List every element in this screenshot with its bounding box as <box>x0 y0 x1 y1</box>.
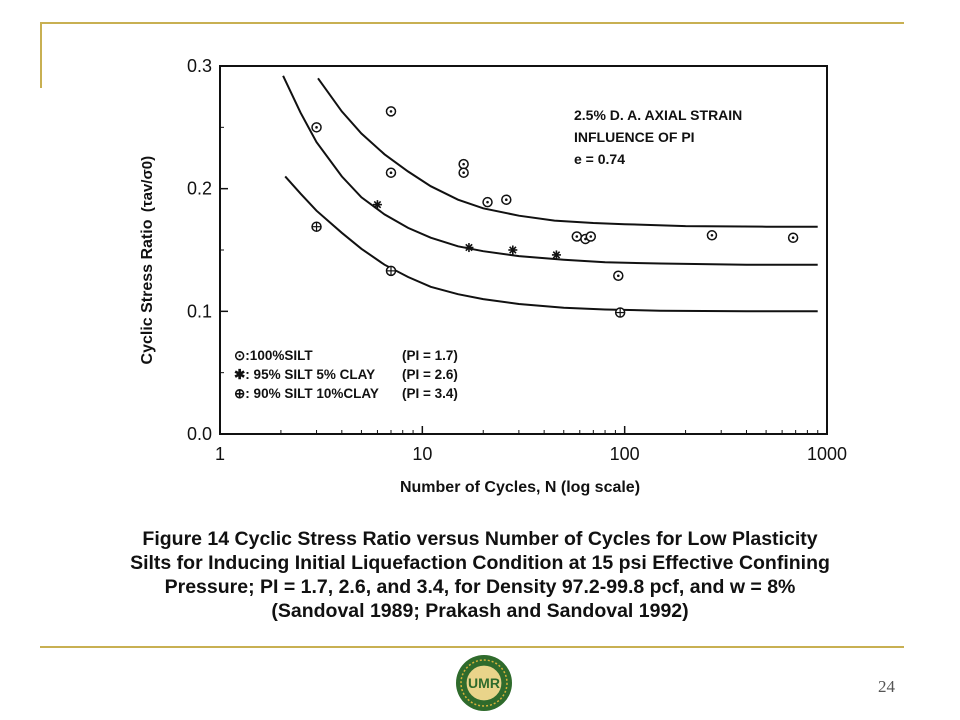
figure-caption: Figure 14 Cyclic Stress Ratio versus Num… <box>40 527 920 623</box>
data-point-s3-2 <box>385 265 397 277</box>
data-point-s2-3 <box>508 245 518 255</box>
page-number: 24 <box>878 677 895 696</box>
data-point-s2-4 <box>551 250 561 260</box>
data-point-s1-5 <box>458 167 469 178</box>
annotation-line-3: e = 0.74 <box>574 151 625 167</box>
y-tick-label: 0.3 <box>187 56 212 76</box>
y-axis-label-group: Cyclic Stress Ratio (τav/σ0) <box>139 156 156 365</box>
data-point-s1-10 <box>585 231 597 242</box>
data-point-s1-8 <box>571 231 583 242</box>
data-point-s1-1 <box>311 122 322 133</box>
chart-annotation: 2.5% D. A. AXIAL STRAIN INFLUENCE OF PI … <box>574 107 742 167</box>
series-curve-3 <box>284 175 818 313</box>
legend-pi-2: (PI = 2.6) <box>402 367 458 382</box>
seal-inner-ring <box>465 664 503 702</box>
series-curve-1 <box>317 77 818 228</box>
annotation-line-2: INFLUENCE OF PI <box>574 129 695 145</box>
slide-frame-left-line <box>40 22 42 88</box>
caption-line-1: Figure 14 Cyclic Stress Ratio versus Num… <box>142 528 818 550</box>
legend-entry-3: ⊕: 90% SILT 10%CLAY <box>234 386 379 401</box>
y-tick-label: 0.1 <box>187 301 212 321</box>
caption-line-4: (Sandoval 1989; Prakash and Sandoval 199… <box>271 600 689 622</box>
marker-arm <box>465 243 473 252</box>
x-tick-label: 10 <box>412 444 432 464</box>
slide-frame-bottom-line <box>40 646 904 648</box>
y-tick-label: 0.0 <box>187 424 212 444</box>
x-axis-label: Number of Cycles, N (log scale) <box>400 479 640 496</box>
data-point-s3-3 <box>614 307 626 318</box>
x-tick-label: 1000 <box>807 444 847 464</box>
data-point-s1-4 <box>458 158 469 170</box>
marker-dot <box>389 110 393 113</box>
seal-dotted-ring <box>460 659 508 707</box>
data-point-s1-12 <box>706 230 718 241</box>
data-point-s2-2 <box>464 243 474 253</box>
legend-entry-2: ✱: 95% SILT 5% CLAY <box>234 367 375 382</box>
legend-pi-1: (PI = 1.7) <box>402 348 458 363</box>
marker-arm <box>373 200 382 209</box>
marker-dot <box>389 171 393 175</box>
marker-dot <box>462 162 465 166</box>
y-axis-symbol: (τav/σ0) <box>139 156 156 212</box>
seal-monogram: UMR <box>468 675 500 691</box>
seal-inner-disc <box>466 665 502 701</box>
marker-dot <box>504 198 508 202</box>
chart-curves <box>282 75 818 313</box>
y-tick-label: 0.2 <box>187 179 212 199</box>
cyclic-stress-ratio-chart: 1 10 100 1000 0.0 0.1 0.2 0.3 2.5% D. A. AXIAL … <box>139 56 847 496</box>
slide-frame-top-line <box>40 22 904 24</box>
marker-dot <box>589 235 593 238</box>
series-curve-2 <box>282 75 818 266</box>
university-seal-logo: UMR <box>456 655 512 711</box>
annotation-line-1: 2.5% D. A. AXIAL STRAIN <box>574 107 742 123</box>
data-point-s1-13 <box>787 232 799 243</box>
marker-dot <box>791 236 795 240</box>
marker-dot <box>486 200 489 204</box>
marker-dot <box>710 233 714 237</box>
data-point-s1-6 <box>482 196 493 208</box>
marker-arm <box>509 246 517 254</box>
chart-axes: 1 10 100 1000 0.0 0.1 0.2 0.3 <box>187 56 847 464</box>
caption-line-2: Silts for Inducing Initial Liquefaction … <box>130 552 830 574</box>
legend-pi-3: (PI = 3.4) <box>402 386 458 401</box>
x-tick-label: 100 <box>610 444 640 464</box>
marker-arm <box>552 251 561 259</box>
marker-dot <box>616 274 620 278</box>
data-point-s3-1 <box>311 221 322 232</box>
y-axis-label: Cyclic Stress Ratio <box>139 219 156 364</box>
marker-dot <box>315 126 318 129</box>
data-point-s1-11 <box>613 270 624 282</box>
marker-dot <box>575 235 579 238</box>
data-point-s2-1 <box>372 200 382 210</box>
data-point-s1-2 <box>385 106 397 117</box>
marker-dot <box>462 171 465 175</box>
x-tick-label: 1 <box>215 444 225 464</box>
data-point-s1-7 <box>501 194 512 205</box>
legend-entry-1: ⊙:100%SILT <box>234 348 313 363</box>
caption-line-3: Pressure; PI = 1.7, 2.6, and 3.4, for De… <box>164 576 796 598</box>
data-point-s1-3 <box>385 167 397 178</box>
chart-legend: ⊙:100%SILT (PI = 1.7) ✱: 95% SILT 5% CLAY (… <box>234 348 458 401</box>
chart-points <box>311 106 799 318</box>
